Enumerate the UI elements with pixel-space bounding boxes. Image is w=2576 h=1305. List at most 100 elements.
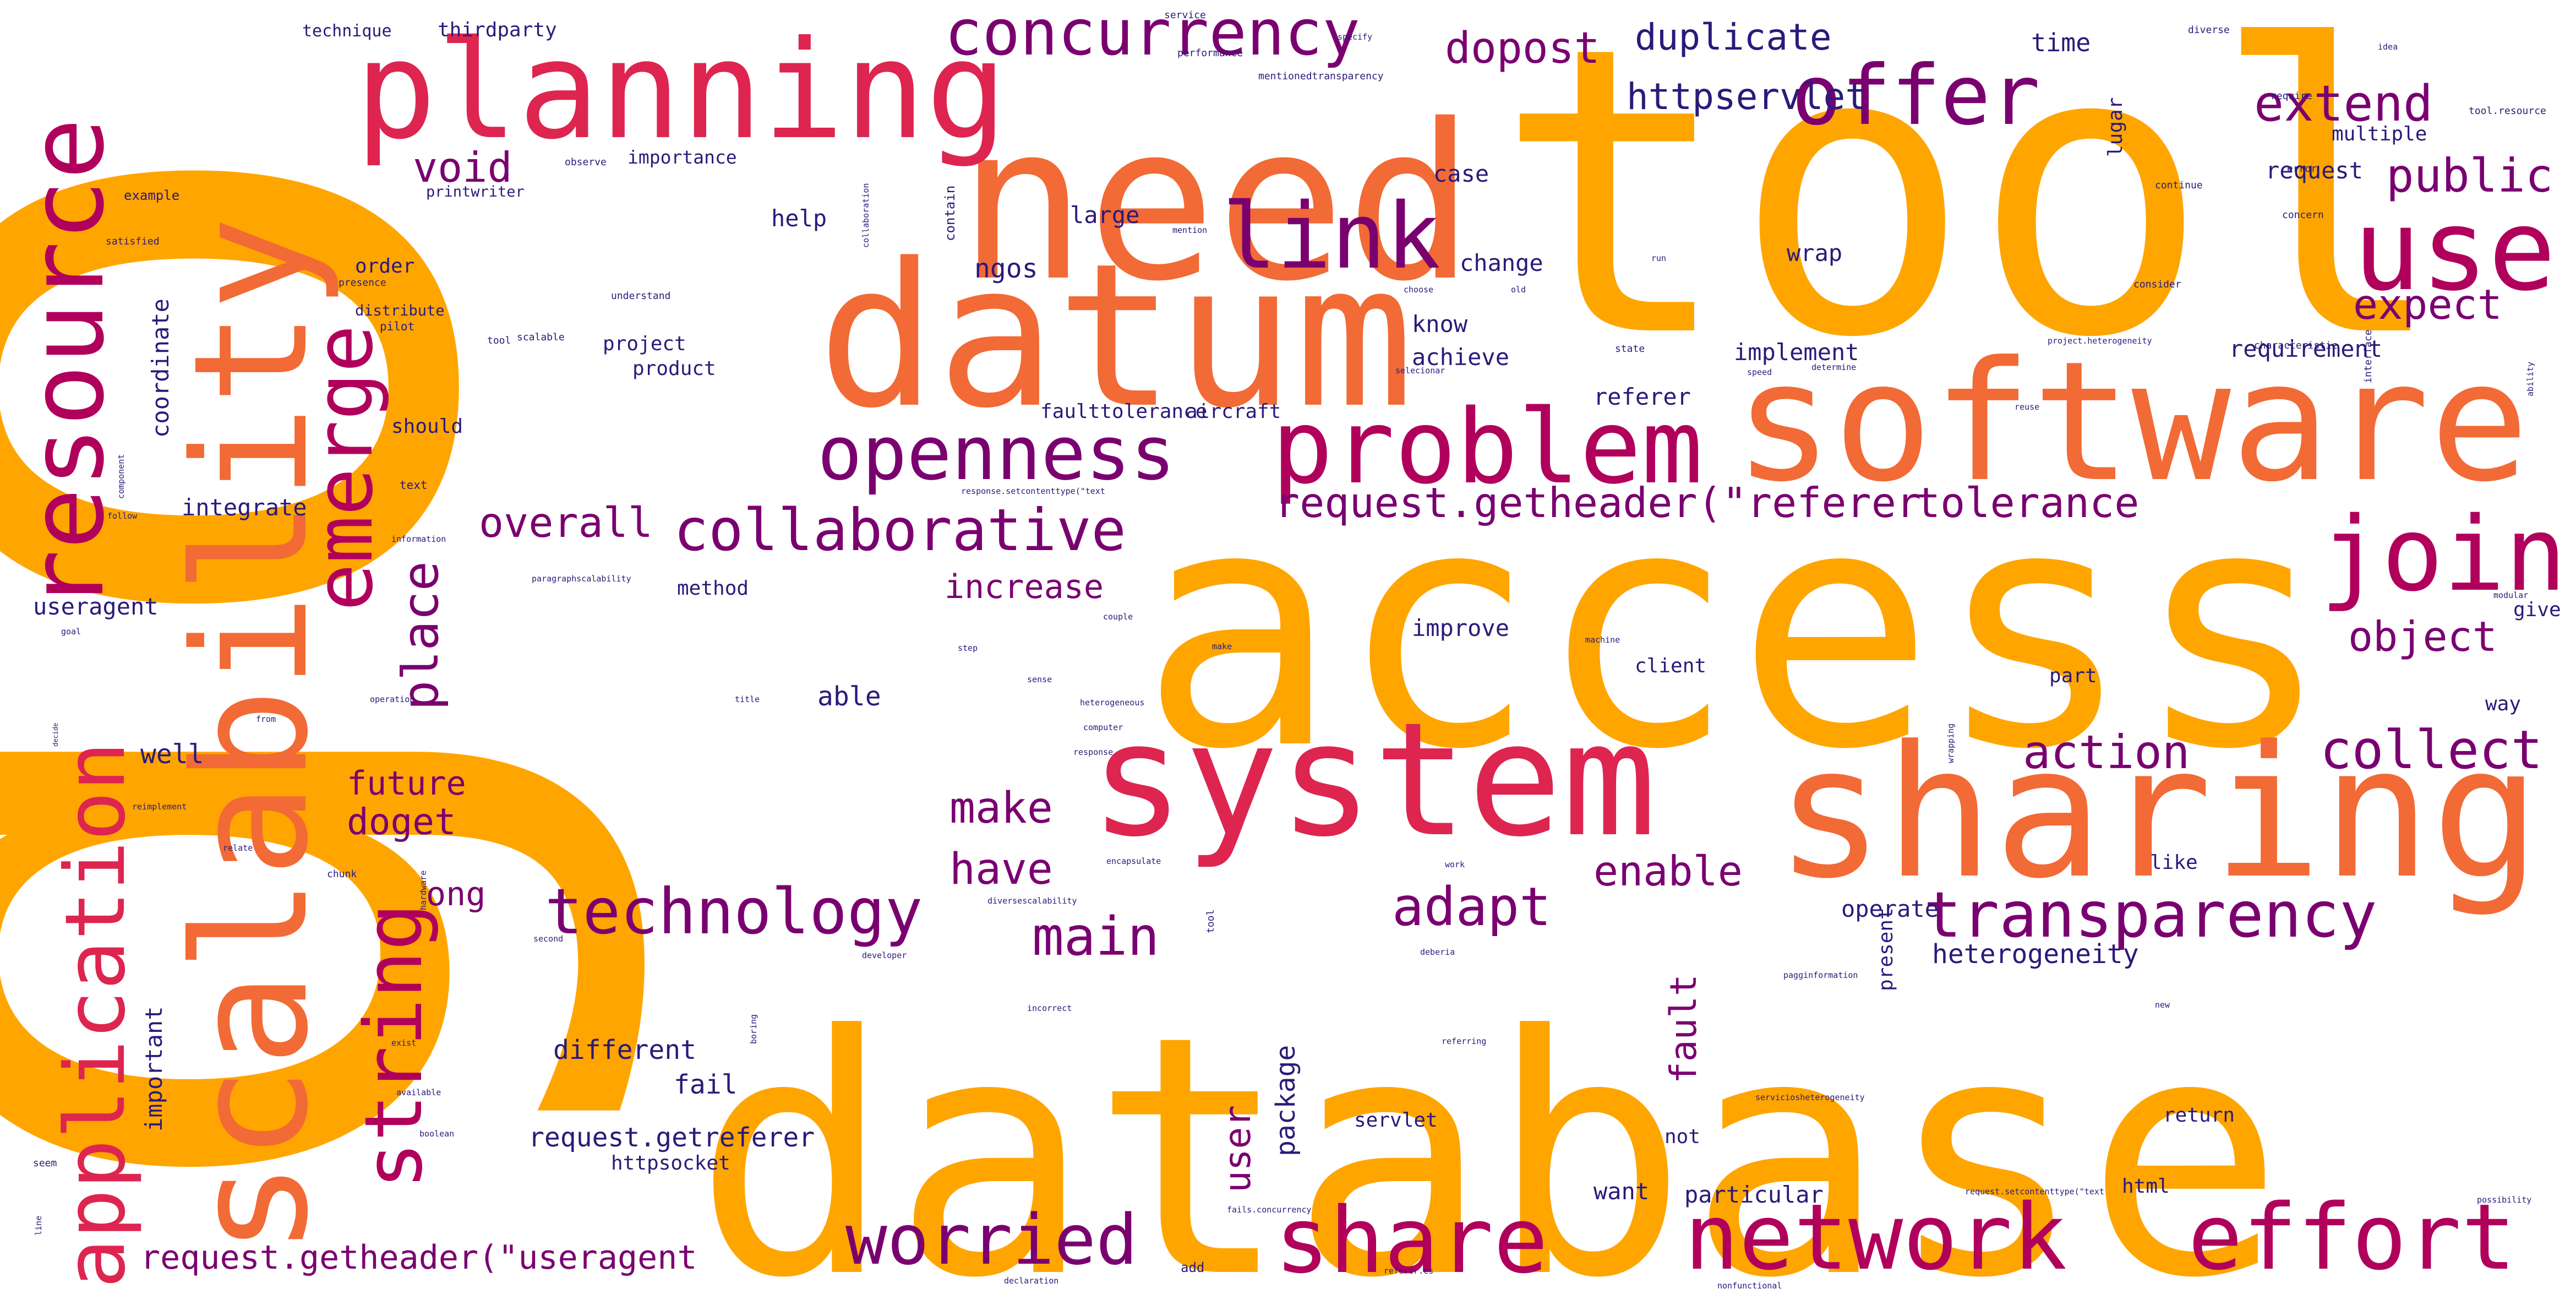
cloud-word-heterogeneity: heterogeneity <box>1932 939 2139 970</box>
cloud-word-text: text <box>400 479 428 492</box>
cloud-word-dopost: dopost <box>1445 24 1600 73</box>
cloud-word-like: like <box>2150 851 2198 874</box>
cloud-word-sense: sense <box>1027 675 1052 684</box>
cloud-word-continue: continue <box>2155 180 2203 191</box>
cloud-word-title: title <box>735 694 760 704</box>
cloud-word-serviciosheterogeneity: serviciosheterogeneity <box>1755 1092 1865 1102</box>
cloud-word-sharing: sharing <box>1775 707 2541 918</box>
cloud-word-encapsulate: encapsulate <box>1106 856 1161 866</box>
cloud-word-diversescalability: diversescalability <box>987 896 1077 906</box>
cloud-word-case: case <box>1433 160 1489 187</box>
cloud-word-operate: operate <box>1841 895 1939 922</box>
cloud-word-public: public <box>2386 149 2553 203</box>
cloud-word-response-setcontenttype-text: response.setcontenttype("text <box>961 486 1105 496</box>
cloud-word-consider: consider <box>2133 279 2181 290</box>
cloud-word-know: know <box>1412 311 1468 338</box>
cloud-word-well: well <box>140 739 204 770</box>
cloud-word-reimplement: reimplement <box>132 802 187 812</box>
cloud-word-need: need <box>958 78 1475 328</box>
cloud-word-way: way <box>2485 693 2521 715</box>
cloud-word-multiple: multiple <box>2332 123 2427 145</box>
cloud-word-operation: operation <box>370 694 414 704</box>
cloud-word-require: require <box>2271 90 2312 102</box>
cloud-word-old: old <box>1511 285 1526 295</box>
cloud-word-not: not <box>1664 1125 1700 1148</box>
cloud-word-printwriter: printwriter <box>426 183 525 200</box>
cloud-word-presence: presence <box>339 277 386 289</box>
cloud-word-share: share <box>1275 1188 1548 1293</box>
cloud-word-void: void <box>413 143 512 192</box>
cloud-word-tolerance: tolerance <box>1915 479 2139 527</box>
cloud-word-use: use <box>2353 186 2556 316</box>
cloud-word-present: present <box>1875 907 1897 991</box>
cloud-word-scalable: scalable <box>517 331 565 343</box>
cloud-word-information: information <box>391 534 446 544</box>
cloud-word-able: able <box>817 681 881 712</box>
cloud-word-adapt: adapt <box>1392 876 1551 938</box>
cloud-word-work: work <box>1445 860 1465 869</box>
cloud-word-couple: couple <box>1103 612 1133 622</box>
cloud-word-effort: effort <box>2188 1184 2516 1290</box>
cloud-word-client: client <box>1635 655 1706 677</box>
cloud-word-join: join <box>2320 494 2567 614</box>
cloud-word-object: object <box>2348 612 2497 661</box>
cloud-word-performance: performance <box>1177 47 1243 59</box>
cloud-word-coordinate: coordinate <box>147 298 174 438</box>
cloud-word-service: service <box>1164 9 1206 21</box>
cloud-word-developer: developer <box>862 950 907 960</box>
cloud-word-possibility: possibility <box>2477 1195 2531 1205</box>
cloud-word-action: action <box>2023 725 2190 779</box>
cloud-word-mention: mention <box>1172 225 1207 235</box>
cloud-word-component: component <box>116 454 126 499</box>
cloud-word-exist: exist <box>391 1038 416 1048</box>
cloud-word-follow: follow <box>107 511 138 521</box>
cloud-word-interface: interface <box>2362 329 2374 383</box>
cloud-word-make: make <box>949 784 1053 833</box>
cloud-word-openness: openness <box>817 410 1175 497</box>
cloud-word-resource: resource <box>7 118 127 611</box>
cloud-word-line: line <box>34 1216 43 1236</box>
cloud-word-request-getheader-useragent: request.getheader("useragent <box>140 1238 697 1277</box>
cloud-word-collaboration: collaboration <box>861 183 871 248</box>
cloud-word-fail: fail <box>674 1069 738 1100</box>
cloud-word-tool: tool <box>1494 0 2449 424</box>
cloud-word-technique: technique <box>302 21 392 41</box>
cloud-word-product: product <box>632 357 716 380</box>
cloud-word-decide: decide <box>52 723 59 747</box>
cloud-word-useragent: useragent <box>33 593 159 620</box>
cloud-word-method: method <box>677 577 749 600</box>
cloud-word-give: give <box>2513 599 2561 621</box>
cloud-word-place: place <box>392 561 450 710</box>
cloud-word-wrapping: wrapping <box>1946 724 1956 763</box>
cloud-word-doget: doget <box>347 801 456 843</box>
cloud-word-tool: tool <box>1205 910 1216 933</box>
cloud-word-relate: relate <box>223 843 253 853</box>
cloud-word-importance: importance <box>627 146 737 168</box>
cloud-word-example: example <box>124 188 179 203</box>
cloud-word-database: database <box>694 965 2284 1305</box>
cloud-word-help: help <box>771 205 827 232</box>
cloud-word-emerge: emerge <box>298 325 390 611</box>
cloud-word-machine: machine <box>1585 635 1620 645</box>
cloud-word-different: different <box>553 1035 696 1065</box>
cloud-word-computer: computer <box>1083 722 1123 732</box>
cloud-word-idea: idea <box>2378 42 2398 52</box>
cloud-word-expect: expect <box>2353 280 2502 329</box>
cloud-word-concern: concern <box>2282 209 2324 221</box>
cloud-word-seem: seem <box>33 1157 57 1169</box>
cloud-word-have: have <box>949 845 1053 894</box>
cloud-word-request-getheader-referer: request.getheader("referer <box>1275 479 1921 527</box>
cloud-word-transparency: transparency <box>1924 878 2377 951</box>
cloud-word-selecionar: selecionar <box>1395 366 1445 376</box>
cloud-word-order: order <box>355 255 414 278</box>
cloud-word-speed: speed <box>1747 367 1772 377</box>
cloud-word-aircraft: aircraft <box>1186 400 1281 423</box>
cloud-word-satisfied: satisfied <box>106 236 160 247</box>
cloud-word-network: network <box>1684 1184 2067 1290</box>
cloud-word-modular: modular <box>2493 590 2528 600</box>
cloud-word-tool-resource: tool.resource <box>2469 105 2546 117</box>
cloud-word-large: large <box>1070 202 1139 229</box>
cloud-word-thirdparty: thirdparty <box>438 19 557 41</box>
cloud-word-change: change <box>1460 249 1543 276</box>
